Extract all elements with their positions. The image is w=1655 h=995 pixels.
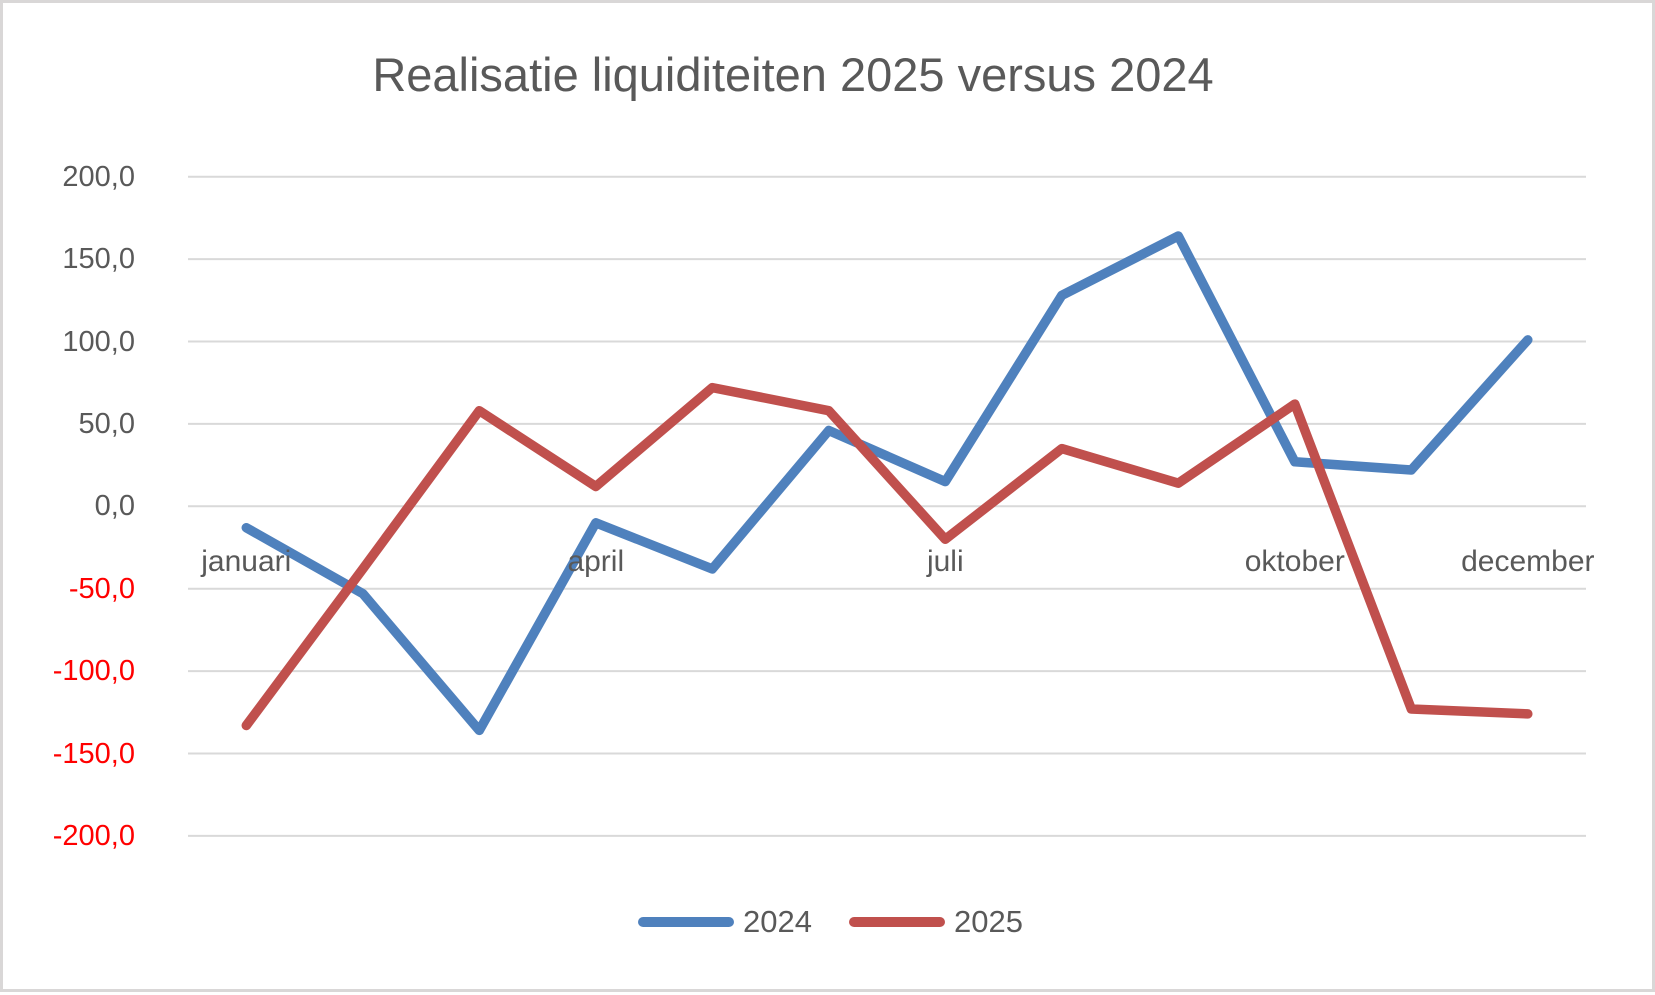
x-axis-label: januari [201,545,292,579]
x-axis-label: april [567,545,625,579]
x-axis-label: oktober [1244,545,1345,579]
legend-item-2025[interactable]: 2025 [849,904,1023,940]
chart-title: Realisatie liquiditeiten 2025 versus 202… [372,48,1214,101]
y-axis-label: 200,0 [62,160,135,193]
y-axis-label: 100,0 [62,325,135,358]
axis-label-layer: 200,0 150,0 100,0 50,0 0,0 -50,0 -100,0 -150,0 -… [3,3,1655,995]
y-axis-label: -150,0 [52,737,135,770]
y-axis-label: 150,0 [62,243,135,276]
y-axis-label: -50,0 [68,572,135,605]
chart-canvas [188,175,1586,837]
legend-swatch-2024 [638,917,735,927]
legend-label-2024: 2024 [743,904,812,939]
legend-label-2025: 2025 [954,904,1023,939]
x-axis-label: juli [926,545,964,579]
y-axis-label: 50,0 [78,407,135,440]
legend-swatch-2025 [849,917,945,927]
y-axis-label: -100,0 [52,655,135,688]
y-axis-label: -200,0 [52,819,135,852]
series-line-2025[interactable] [241,382,1533,731]
y-axis-label: 0,0 [94,490,135,523]
legend: 2024 2025 [3,904,1655,940]
x-axis-label: december [1461,545,1595,579]
legend-item-2024[interactable]: 2024 [638,904,812,940]
